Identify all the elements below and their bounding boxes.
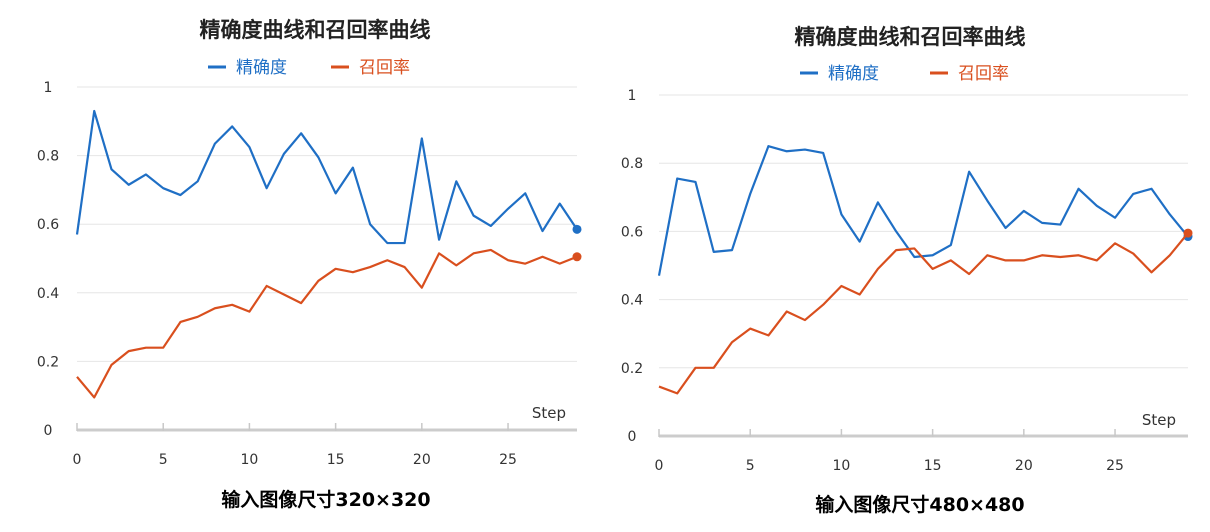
y-tick-label: 0.6 <box>37 217 59 233</box>
recall-line <box>658 232 1189 395</box>
y-tick-label: 0.8 <box>621 156 643 172</box>
y-tick-labels: 0 0.2 0.4 0.6 0.8 1 <box>37 80 59 439</box>
x-tick-label: 5 <box>159 452 168 468</box>
y-tick-labels: 0 0.2 0.4 0.6 0.8 1 <box>621 88 643 445</box>
legend-label-precision: 精确度 <box>236 58 287 78</box>
x-axis-title: Step <box>1142 411 1176 429</box>
y-tick-label: 0 <box>628 429 637 445</box>
chart-caption: 输入图像尺寸320×320 <box>221 488 430 511</box>
grid <box>659 94 1188 369</box>
x-tick-label: 10 <box>240 452 258 468</box>
precision-line <box>75 109 578 245</box>
chart-title: 精确度曲线和召回率曲线 <box>200 18 431 42</box>
y-tick-label: 0 <box>44 423 53 439</box>
chart-svg-320: 精确度曲线和召回率曲线 精确度 召回率 0 0.2 0.4 0.6 0.8 1 0 5 10 1… <box>37 18 582 511</box>
x-tick-label: 15 <box>327 452 345 468</box>
grid <box>77 86 577 362</box>
recall-end-marker <box>572 252 582 262</box>
precision-line <box>657 145 1189 276</box>
recall-end-marker <box>1183 228 1193 238</box>
x-ticks <box>658 429 1116 437</box>
x-tick-label: 10 <box>832 458 850 474</box>
x-tick-labels: 0 5 10 15 20 25 <box>73 452 517 468</box>
recall-line <box>76 248 578 399</box>
y-tick-label: 1 <box>44 80 53 96</box>
legend-label-precision: 精确度 <box>828 64 879 84</box>
y-tick-label: 0.4 <box>621 293 643 309</box>
x-tick-label: 15 <box>924 458 942 474</box>
series-lines <box>657 145 1193 395</box>
x-ticks <box>76 423 509 431</box>
legend: 精确度 召回率 <box>208 58 410 78</box>
x-tick-label: 20 <box>1015 458 1033 474</box>
precision-end-marker <box>572 224 582 234</box>
chart-svg-480: 精确度曲线和召回率曲线 精确度 召回率 0 0.2 0.4 0.6 0.8 1 0 5 10 1… <box>621 25 1193 516</box>
chart-title: 精确度曲线和召回率曲线 <box>795 25 1026 49</box>
chart-caption: 输入图像尺寸480×480 <box>815 493 1024 516</box>
y-tick-label: 0.8 <box>37 149 59 165</box>
chart-panel-320: 精确度曲线和召回率曲线 精确度 召回率 0 0.2 0.4 0.6 0.8 1 0 5 10 1… <box>0 0 590 532</box>
y-tick-label: 1 <box>628 88 637 104</box>
y-tick-label: 0.4 <box>37 286 59 302</box>
x-tick-label: 0 <box>655 458 664 474</box>
x-axis-title: Step <box>532 404 566 422</box>
legend-label-recall: 召回率 <box>958 64 1009 84</box>
x-tick-label: 25 <box>1106 458 1124 474</box>
y-tick-label: 0.6 <box>621 224 643 240</box>
x-tick-label: 20 <box>413 452 431 468</box>
chart-panel-480: 精确度曲线和召回率曲线 精确度 召回率 0 0.2 0.4 0.6 0.8 1 0 5 10 1… <box>600 0 1210 532</box>
x-tick-label: 5 <box>746 458 755 474</box>
legend: 精确度 召回率 <box>800 64 1009 84</box>
x-tick-label: 0 <box>73 452 82 468</box>
y-tick-label: 0.2 <box>37 354 59 370</box>
x-tick-labels: 0 5 10 15 20 25 <box>655 458 1124 474</box>
y-tick-label: 0.2 <box>621 361 643 377</box>
legend-label-recall: 召回率 <box>359 58 410 78</box>
x-tick-label: 25 <box>499 452 517 468</box>
series-lines <box>75 109 582 399</box>
